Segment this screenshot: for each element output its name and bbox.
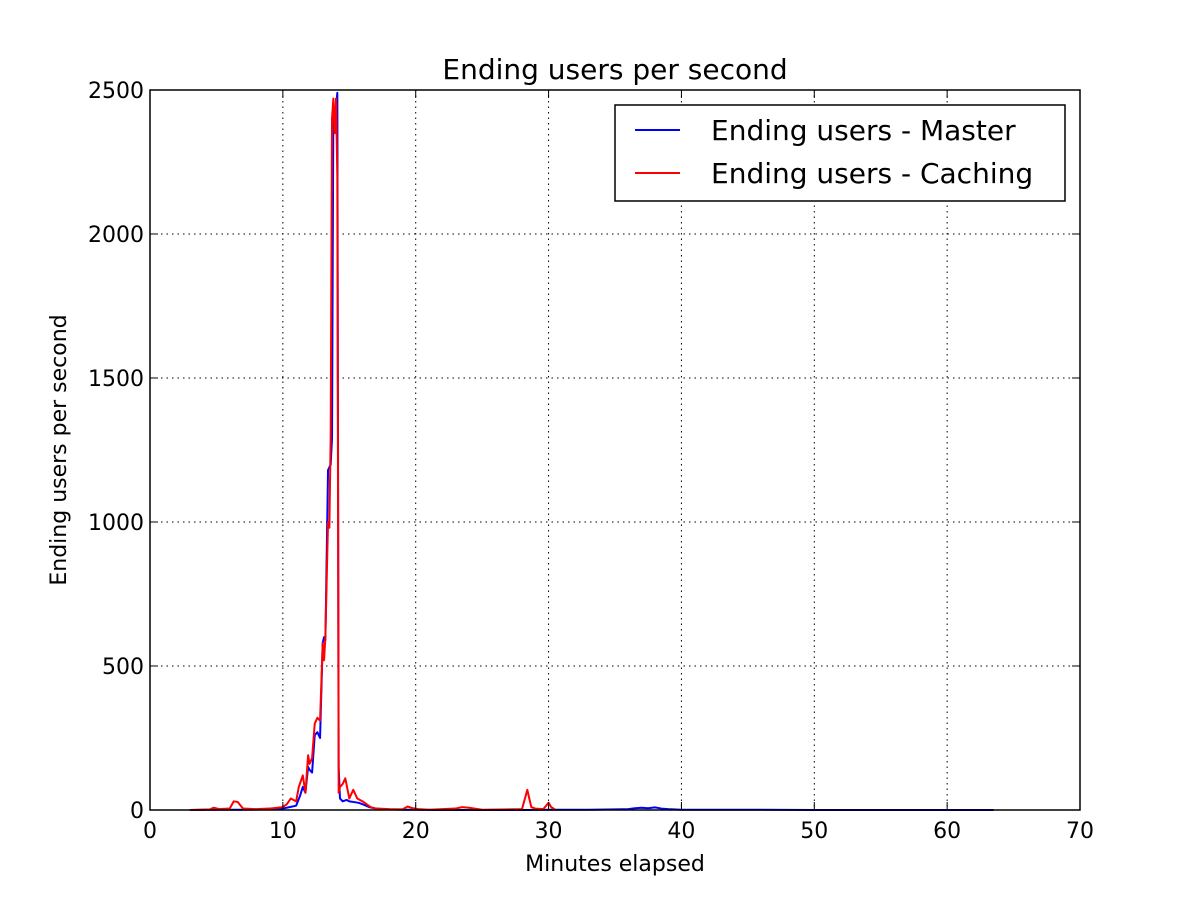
x-tick-label: 10 [269,819,297,844]
legend: Ending users - Master Ending users - Cac… [614,104,1066,202]
plot-area [150,90,1080,810]
x-tick-label: 20 [402,819,430,844]
grid [150,90,1080,810]
y-tick-label: 0 [130,799,144,824]
y-axis-label: Ending users per second [47,314,72,585]
legend-box [614,104,1066,202]
chart-title: Ending users per second [442,53,787,86]
y-tick-label: 1500 [88,367,144,392]
ticks: 0 10 20 30 40 50 60 70 0 500 1000 1500 2000 2500 [88,79,1094,844]
legend-label-master: Ending users - Master [711,114,1016,147]
y-tick-label: 1000 [88,511,144,536]
x-tick-label: 40 [667,819,695,844]
y-tick-label: 2000 [88,223,144,248]
x-tick-label: 70 [1066,819,1094,844]
y-tick-label: 500 [102,655,144,680]
plot-frame [149,89,1081,811]
series-line-caching [189,97,556,811]
x-tick-label: 0 [143,819,157,844]
legend-label-caching: Ending users - Caching [711,157,1033,190]
x-tick-label: 30 [535,819,563,844]
x-axis-label: Minutes elapsed [525,852,705,877]
x-tick-label: 50 [800,819,828,844]
series-layer [189,91,994,811]
y-tick-label: 2500 [88,79,144,104]
x-tick-label: 60 [933,819,961,844]
